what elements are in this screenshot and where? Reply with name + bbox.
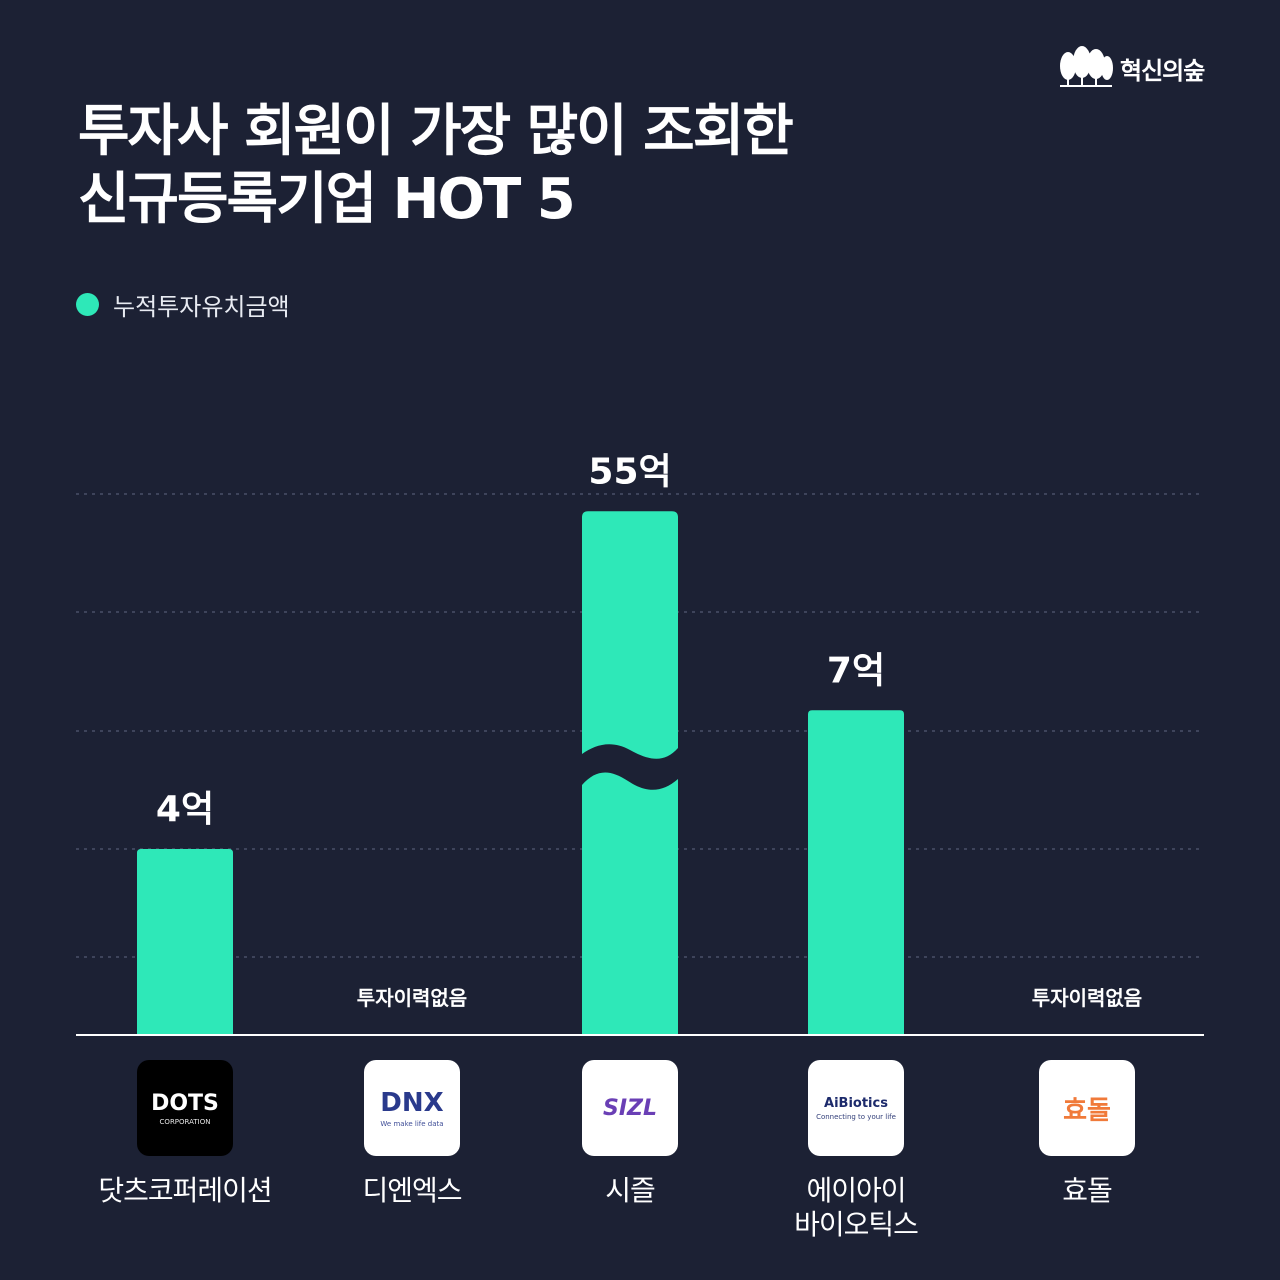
bar-3 [808,710,904,1034]
company-name-line-4-0: 효돌 [1062,1174,1113,1207]
company-logo-0: DOTS CORPORATION [137,1060,233,1156]
title-line-1: 투자사 회원이 가장 많이 조회한 [78,99,794,164]
legend-label: 누적투자유치금액 [113,293,290,321]
company-name-3: 에이아이 바이오틱스 [736,1174,976,1241]
company-logo-subtext-3: Connecting to your life [816,1112,896,1121]
company-name-line-0-0: 닷츠코퍼레이션 [98,1174,272,1207]
data-label-4: 투자이력없음 [1032,986,1142,1010]
page-title: 투자사 회원이 가장 많이 조회한 신규등록기업 HOT 5 [78,98,794,235]
company-logo-text-4: 효돌 [1063,1095,1111,1126]
bar-2-lower [582,772,678,1034]
legend-swatch [76,293,99,316]
title-line-2: 신규등록기업 HOT 5 [78,167,576,233]
company-logo-text-1: DNX [380,1088,444,1118]
x-axis-line [76,1034,1204,1036]
company-logo-3: AiBiotics Connecting to your life [808,1060,904,1156]
bar-0 [137,849,233,1034]
brand-logo: 혁신의숲 [1058,46,1205,90]
company-logo-text-3: AiBiotics [824,1095,888,1111]
company-logo-2: SIZL [582,1060,678,1156]
company-name-line-1-0: 디엔엑스 [362,1174,462,1207]
company-logo-subtext-0: CORPORATION [159,1117,211,1126]
brand-name: 혁신의숲 [1120,56,1205,85]
data-label-2: 55억 [588,451,671,492]
data-label-3: 7억 [827,650,885,691]
company-name-line-2-0: 시즐 [605,1174,656,1207]
bar-2-upper [582,511,678,759]
company-logo-4: 효돌 [1039,1060,1135,1156]
company-name-2: 시즐 [510,1174,750,1208]
company-logo-text-0: DOTS [151,1090,219,1116]
company-name-line-3-0: 에이아이 [806,1174,906,1207]
chart-legend: 누적투자유치금액 [76,287,290,322]
company-logo-1: DNX We make life data [364,1060,460,1156]
company-name-1: 디엔엑스 [292,1174,532,1208]
company-logo-text-2: SIZL [602,1095,657,1121]
data-label-1: 투자이력없음 [357,986,467,1010]
company-name-4: 효돌 [967,1174,1207,1208]
company-logo-subtext-1: We make life data [380,1120,444,1128]
data-label-0: 4억 [156,789,214,830]
company-name-line-3-1: 바이오틱스 [794,1207,919,1241]
forest-icon [1060,46,1113,87]
company-name-0: 닷츠코퍼레이션 [65,1174,305,1208]
